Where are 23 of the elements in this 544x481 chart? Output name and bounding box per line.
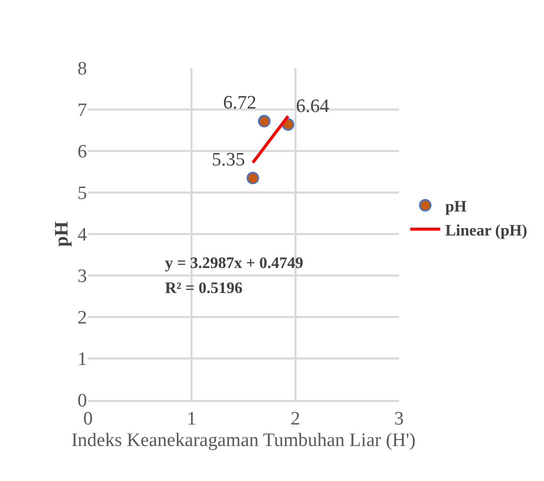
y-tick-label: 5	[78, 183, 87, 204]
x-tick-label: 2	[290, 408, 300, 430]
x-tick-label: 1	[186, 408, 196, 430]
annotation: y = 3.2987x + 0.4749	[165, 255, 304, 272]
y-tick-label: 2	[78, 308, 87, 329]
legend-label: Linear (pH)	[445, 222, 528, 240]
data-label: 5.35	[212, 149, 245, 170]
x-axis-title: Indeks Keanekaragaman Tumbuhan Liar (H')	[71, 430, 416, 451]
point	[258, 114, 270, 128]
y-tick-label: 8	[78, 58, 87, 80]
y-axis-title: pH	[51, 221, 72, 247]
legend-label: pH	[445, 198, 468, 216]
y-tick-label: 6	[78, 142, 87, 163]
point	[246, 172, 260, 184]
x-tick-label: 3	[394, 408, 404, 430]
data-label: 6.64	[296, 96, 330, 117]
data-label: 6.72	[223, 92, 256, 114]
y-tick-label: 7	[78, 100, 87, 122]
y-tick-label: 4	[78, 224, 88, 246]
y-tick-label: 1	[78, 349, 87, 370]
annotation: R² = 0.5196	[165, 280, 242, 297]
y-tick-label: 0	[78, 390, 87, 412]
y-tick-label: 3	[78, 266, 87, 288]
